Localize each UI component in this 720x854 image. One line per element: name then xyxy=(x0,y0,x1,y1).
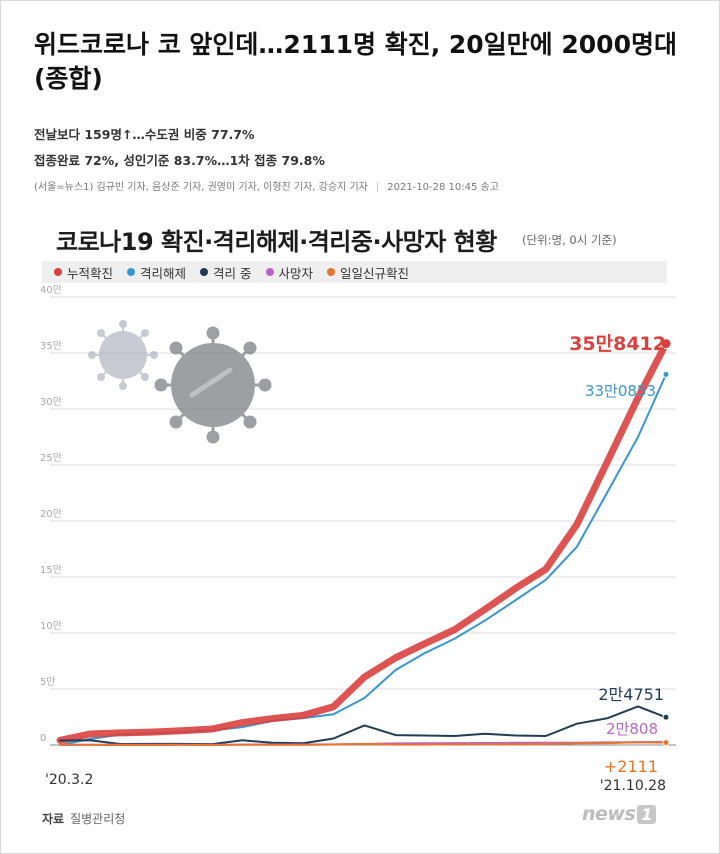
x-end-label: '21.10.28 xyxy=(600,778,666,794)
virus-illustration-large xyxy=(154,326,272,444)
virus-illustration-small xyxy=(88,320,158,390)
y-tick-label: 15만 xyxy=(40,564,62,576)
y-tick-label: 20만 xyxy=(40,508,62,520)
legend-dot xyxy=(127,268,136,276)
chart-unit: (단위:명, 0시 기준) xyxy=(522,233,617,247)
byline-reporters: (서울=뉴스1) 김규빈 기자, 음상준 기자, 권영미 기자, 이형진 기자,… xyxy=(34,182,368,193)
legend-dot xyxy=(200,268,209,276)
y-tick-label: 10만 xyxy=(40,620,62,632)
chart-source: 자료 질병관리청 xyxy=(42,810,125,827)
article-headline: 위드코로나 코 앞인데…2111명 확진, 20일만에 2000명대 (종합) xyxy=(34,30,677,93)
series-end-marker-2 xyxy=(662,713,670,721)
news1-logo: news 1 xyxy=(582,803,656,825)
legend-item-isolating: 격리 중 xyxy=(200,263,252,282)
series-line-2 xyxy=(59,705,667,746)
y-tick-label: 25만 xyxy=(40,452,62,464)
article-subheadline-1: 전날보다 159명↑…수도권 비중 77.7% xyxy=(34,127,255,142)
legend-label: 누적확진 xyxy=(67,265,114,281)
y-tick-label: 30만 xyxy=(40,396,62,408)
legend-dot xyxy=(265,268,274,276)
byline-timestamp: 2021-10-28 10:45 송고 xyxy=(387,182,499,193)
y-tick-label: 35만 xyxy=(40,340,62,352)
legend-item-deaths: 사망자 xyxy=(265,263,314,282)
chart-grid: 0 5만 10만 15만 20만 25만 30만 35만 40만 xyxy=(40,284,676,746)
series-end-marker-1 xyxy=(662,370,670,378)
series-end-label: 2만4751 xyxy=(598,685,664,704)
article-byline: (서울=뉴스1) 김규빈 기자, 음상준 기자, 권영미 기자, 이형진 기자,… xyxy=(34,178,499,193)
legend-item-daily-new: 일일신규확진 xyxy=(327,263,409,282)
series-end-marker-0 xyxy=(660,338,672,350)
legend-item-confirmed: 누적확진 xyxy=(54,263,113,282)
series-line-4 xyxy=(59,741,667,746)
chart-series xyxy=(56,338,672,747)
series-end-label: +2111 xyxy=(604,757,658,776)
legend-item-released: 격리해제 xyxy=(127,263,186,282)
legend-label: 격리 중 xyxy=(213,265,252,281)
legend-label: 격리해제 xyxy=(140,265,187,281)
logo-text: news xyxy=(582,803,636,825)
source-name: 질병관리청 xyxy=(70,812,126,826)
x-start-label: '20.3.2 xyxy=(45,772,93,788)
chart-title: 코로나19 확진·격리해제·격리중·사망자 현황 xyxy=(56,228,497,256)
series-line-0 xyxy=(56,340,670,744)
article-subheadline-2: 접종완료 72%, 성인기준 83.7%…1차 접종 79.8% xyxy=(34,153,325,168)
y-tick-label: 5만 xyxy=(40,676,56,688)
legend-label: 사망자 xyxy=(278,265,314,281)
byline-separator: | xyxy=(375,182,380,193)
chart-labels: 35만8412 33만0853 2만4751 2만808 +2111 '20.3.2 '21… xyxy=(45,333,666,794)
logo-badge: 1 xyxy=(637,805,656,824)
series-end-label: 2만808 xyxy=(606,720,658,738)
y-tick-label: 0 xyxy=(40,733,46,744)
series-end-label: 33만0853 xyxy=(585,382,656,400)
legend-label: 일일신규확진 xyxy=(340,265,410,281)
legend-dot xyxy=(327,268,336,276)
y-tick-label: 40만 xyxy=(40,284,62,296)
source-label: 자료 xyxy=(42,812,65,826)
legend-dot xyxy=(54,268,62,276)
series-end-label: 35만8412 xyxy=(569,333,666,355)
series-end-marker-4 xyxy=(662,739,670,747)
chart-legend: 누적확진 격리해제 격리 중 사망자 일일신규확진 xyxy=(42,261,667,283)
